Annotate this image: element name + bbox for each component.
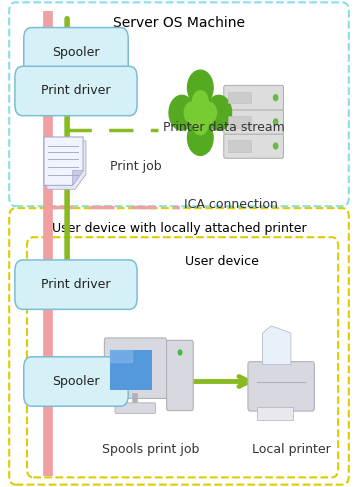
FancyBboxPatch shape	[257, 407, 293, 420]
Text: Print job: Print job	[110, 160, 161, 172]
FancyBboxPatch shape	[224, 110, 284, 134]
Circle shape	[188, 70, 213, 105]
FancyBboxPatch shape	[24, 28, 128, 77]
FancyBboxPatch shape	[166, 340, 193, 411]
Text: Spooler: Spooler	[52, 46, 100, 59]
Text: Print driver: Print driver	[41, 84, 111, 97]
Text: Spooler: Spooler	[52, 375, 100, 388]
FancyBboxPatch shape	[27, 237, 338, 477]
Circle shape	[188, 120, 213, 155]
FancyBboxPatch shape	[115, 403, 156, 413]
Circle shape	[274, 95, 278, 101]
Circle shape	[193, 113, 208, 135]
Text: Printer data stream: Printer data stream	[163, 121, 285, 134]
FancyBboxPatch shape	[228, 140, 251, 152]
Text: Local printer: Local printer	[252, 443, 330, 456]
Polygon shape	[47, 141, 86, 189]
Text: Print driver: Print driver	[41, 278, 111, 291]
Polygon shape	[44, 137, 83, 186]
Text: Spools print job: Spools print job	[102, 443, 199, 456]
Circle shape	[169, 95, 195, 130]
Circle shape	[206, 95, 232, 130]
Text: ICA connection: ICA connection	[184, 198, 278, 211]
Circle shape	[178, 350, 182, 355]
Text: User device: User device	[185, 255, 258, 268]
FancyBboxPatch shape	[248, 362, 314, 411]
Polygon shape	[72, 170, 83, 186]
FancyBboxPatch shape	[228, 92, 251, 103]
Circle shape	[274, 143, 278, 149]
FancyBboxPatch shape	[9, 2, 349, 206]
FancyBboxPatch shape	[15, 66, 137, 116]
Circle shape	[274, 119, 278, 125]
FancyBboxPatch shape	[228, 116, 251, 128]
Polygon shape	[262, 326, 291, 365]
FancyBboxPatch shape	[105, 338, 166, 398]
Text: User device with locally attached printer: User device with locally attached printe…	[52, 222, 306, 235]
Text: Server OS Machine: Server OS Machine	[113, 16, 245, 30]
Circle shape	[184, 102, 200, 123]
FancyBboxPatch shape	[24, 357, 128, 406]
FancyBboxPatch shape	[224, 85, 284, 110]
FancyBboxPatch shape	[110, 350, 153, 390]
FancyBboxPatch shape	[15, 260, 137, 309]
Circle shape	[193, 91, 208, 112]
FancyBboxPatch shape	[224, 134, 284, 158]
FancyBboxPatch shape	[9, 208, 349, 485]
Circle shape	[201, 102, 217, 123]
